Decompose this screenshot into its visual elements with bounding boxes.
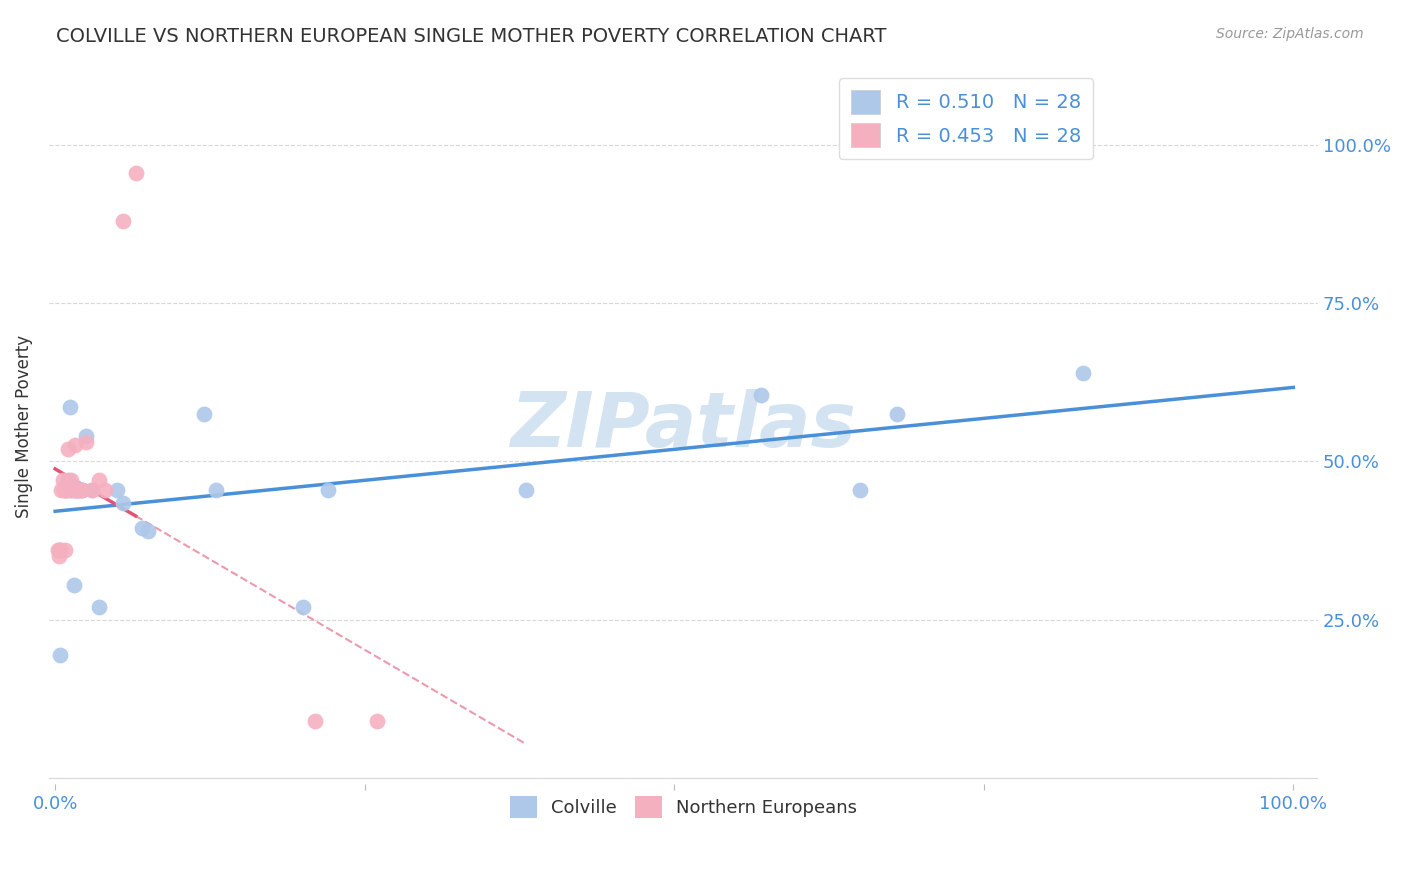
Point — [59, 483, 82, 497]
Point — [49, 543, 72, 558]
Point — [63, 480, 86, 494]
Point — [87, 473, 110, 487]
Point — [51, 483, 73, 497]
Point — [366, 714, 388, 728]
Point — [136, 524, 159, 538]
Point — [131, 521, 153, 535]
Point — [56, 442, 79, 456]
Point — [69, 483, 91, 497]
Point — [82, 483, 104, 497]
Point — [749, 388, 772, 402]
Point — [75, 429, 97, 443]
Point — [1071, 366, 1094, 380]
Point — [316, 483, 339, 497]
Text: Source: ZipAtlas.com: Source: ZipAtlas.com — [1216, 27, 1364, 41]
Point — [53, 543, 76, 558]
Legend: Colville, Northern Europeans: Colville, Northern Europeans — [502, 789, 865, 825]
Point — [49, 543, 72, 558]
Point — [849, 483, 872, 497]
Point — [56, 473, 79, 487]
Point — [53, 480, 76, 494]
Point — [62, 483, 84, 497]
Point — [205, 483, 228, 497]
Point — [124, 166, 146, 180]
Point — [69, 483, 91, 497]
Point — [66, 483, 89, 497]
Point — [63, 483, 86, 497]
Point — [105, 483, 128, 497]
Point — [53, 483, 76, 497]
Point — [52, 473, 75, 487]
Text: ZIPatlas: ZIPatlas — [510, 390, 856, 464]
Point — [87, 600, 110, 615]
Point — [112, 495, 135, 509]
Point — [75, 435, 97, 450]
Point — [55, 483, 77, 497]
Point — [291, 600, 314, 615]
Point — [66, 483, 89, 497]
Point — [886, 407, 908, 421]
Y-axis label: Single Mother Poverty: Single Mother Poverty — [15, 334, 32, 518]
Point — [59, 401, 82, 415]
Point — [72, 483, 94, 497]
Point — [46, 543, 69, 558]
Point — [112, 213, 135, 227]
Point — [60, 473, 83, 487]
Point — [304, 714, 326, 728]
Point — [72, 483, 94, 497]
Point — [193, 407, 215, 421]
Point — [93, 483, 115, 497]
Point — [60, 483, 83, 497]
Point — [49, 648, 72, 662]
Point — [82, 483, 104, 497]
Point — [63, 438, 86, 452]
Point — [55, 483, 77, 497]
Point — [62, 578, 84, 592]
Point — [48, 543, 70, 558]
Point — [48, 549, 70, 564]
Point — [52, 483, 75, 497]
Point — [66, 483, 89, 497]
Text: COLVILLE VS NORTHERN EUROPEAN SINGLE MOTHER POVERTY CORRELATION CHART: COLVILLE VS NORTHERN EUROPEAN SINGLE MOT… — [56, 27, 887, 45]
Point — [515, 483, 537, 497]
